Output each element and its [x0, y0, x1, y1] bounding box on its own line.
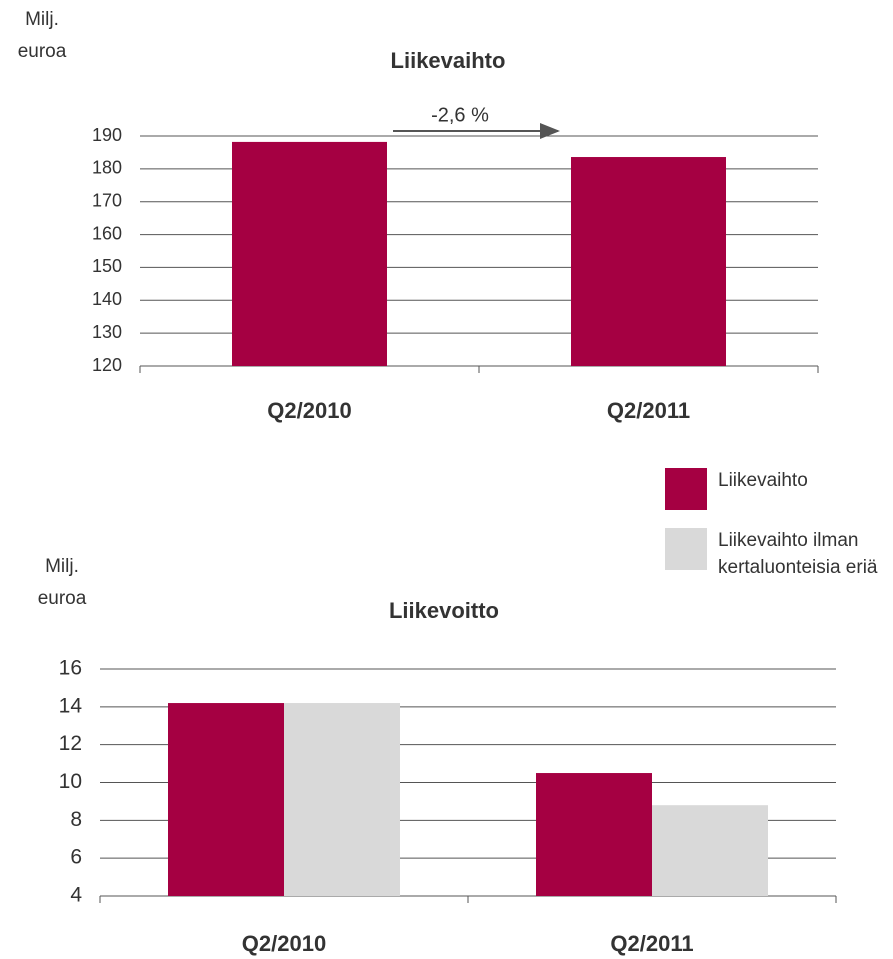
bar: [652, 805, 768, 896]
y-tick-label: 190: [92, 125, 122, 145]
bar: [168, 703, 284, 896]
x-tick-label: Q2/2011: [607, 398, 690, 423]
y-tick-label: 180: [92, 158, 122, 178]
y-axis-label: Milj. euroa: [37, 556, 87, 609]
y-tick-label: 150: [92, 256, 122, 276]
x-tick-label: Q2/2010: [267, 398, 351, 423]
y-tick-label: 120: [92, 355, 122, 375]
bar: [571, 157, 726, 366]
y-tick-label: 170: [92, 190, 122, 210]
bar: [232, 141, 387, 366]
y-tick-label: 130: [92, 322, 122, 342]
chart-title: Liikevoitto: [389, 598, 499, 623]
y-tick-label: 10: [59, 770, 82, 793]
legend-swatch: [665, 528, 707, 570]
bar: [284, 703, 400, 896]
legend-label: Liikevaihto: [718, 470, 808, 491]
y-tick-label: 4: [70, 884, 82, 907]
y-tick-label: 16: [59, 657, 82, 680]
y-tick-label: 140: [92, 289, 122, 309]
y-tick-label: 160: [92, 223, 122, 243]
y-tick-label: 6: [70, 846, 82, 869]
legend-swatch: [665, 468, 707, 510]
y-tick-label: 12: [59, 732, 82, 755]
x-tick-label: Q2/2010: [242, 931, 326, 956]
y-tick-label: 8: [70, 808, 82, 831]
x-tick-label: Q2/2011: [610, 931, 693, 956]
y-tick-label: 14: [59, 694, 83, 717]
annotation: -2,6 %: [431, 104, 489, 126]
legend-label: Liikevaihto ilman kertaluonteisia eriä: [718, 530, 878, 578]
bar: [536, 773, 652, 896]
chart-title: Liikevaihto: [391, 48, 506, 73]
y-axis-label: Milj. euroa: [17, 9, 67, 62]
